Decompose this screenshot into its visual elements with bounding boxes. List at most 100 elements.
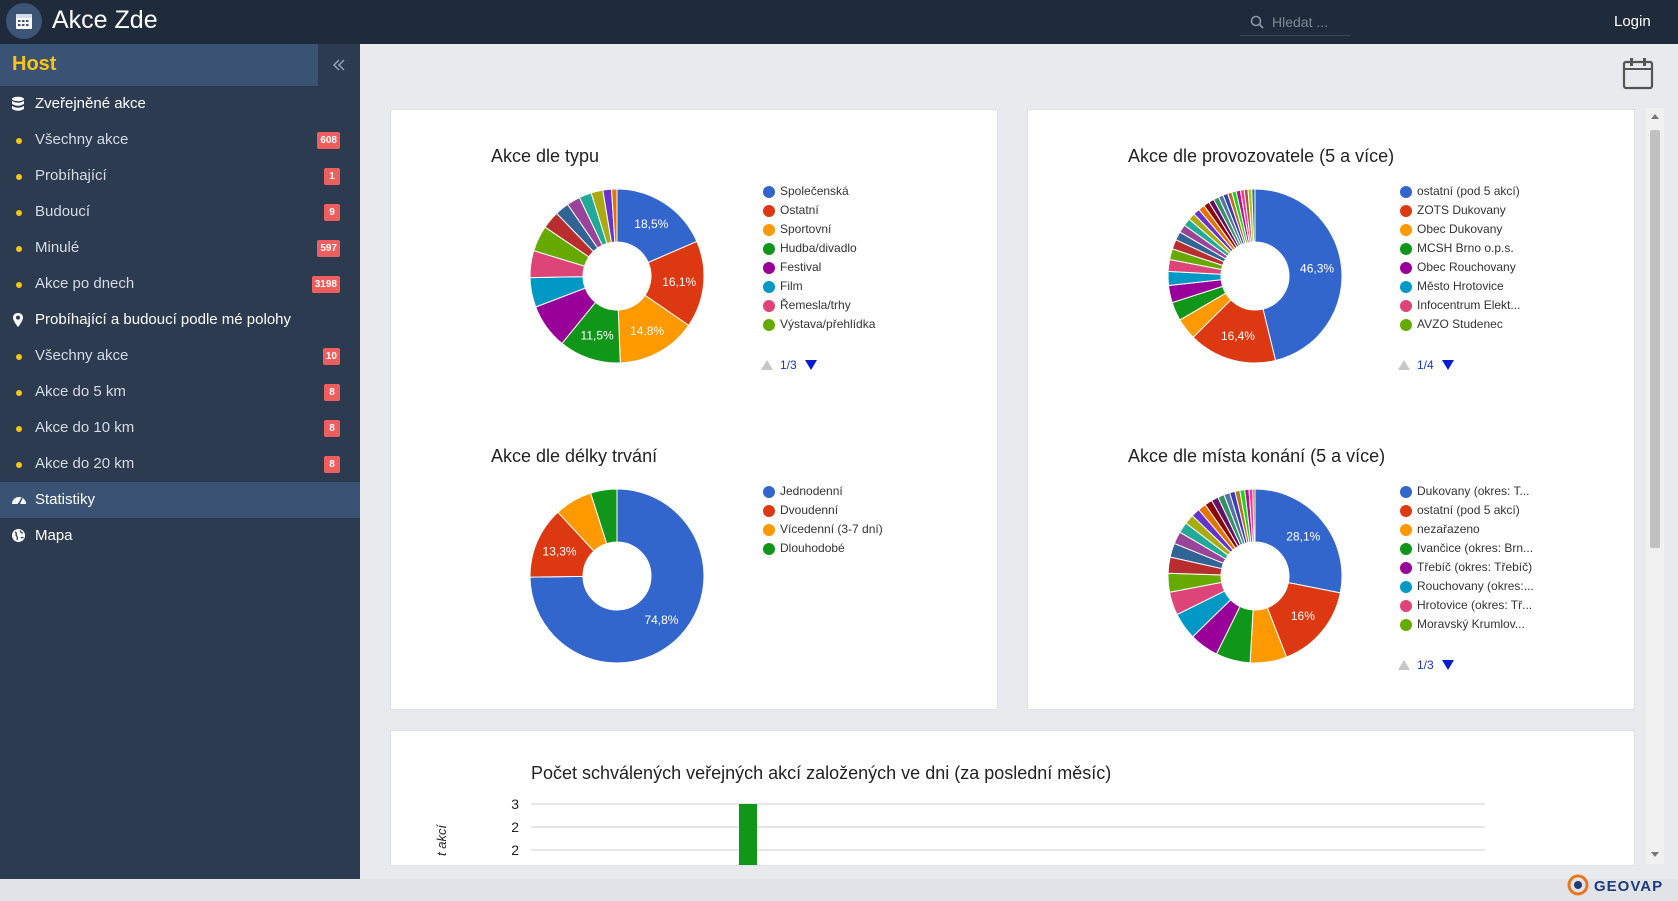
legend-swatch [1400, 524, 1412, 536]
legend-swatch [1400, 543, 1412, 555]
sidebar-item-label: Probíhající [35, 167, 107, 184]
sidebar-section-map[interactable]: Mapa [0, 518, 360, 554]
legend-swatch [763, 524, 775, 536]
pager-up-icon[interactable] [1398, 360, 1410, 370]
search-input[interactable] [1272, 11, 1348, 33]
chart-title-by-operator: Akce dle provozovatele (5 a více) [1128, 146, 1395, 166]
legend-swatch [763, 505, 775, 517]
login-link[interactable]: Login [1614, 13, 1651, 30]
pie-slice-label: 16,4% [1221, 329, 1255, 343]
chart-card-left: Akce dle typu 18,5% 16,1% 14,8% 11,5% Spole… [390, 109, 998, 710]
bar[interactable] [739, 804, 757, 866]
y-axis-label: t akcí [434, 824, 449, 856]
legend-label: Festival [780, 260, 822, 274]
legend-label: nezařazeno [1417, 522, 1480, 536]
bullet-icon [16, 210, 22, 216]
sidebar-item-label: Akce do 20 km [35, 455, 135, 472]
legend-swatch [763, 300, 775, 312]
legend-label: Obec Rouchovany [1417, 260, 1516, 274]
count-badge: 8 [324, 456, 340, 473]
legend-swatch [1400, 486, 1412, 498]
legend-label: ostatní (pod 5 akcí) [1417, 503, 1520, 517]
bullet-icon [16, 246, 22, 252]
legend-swatch [763, 543, 775, 555]
sidebar-section-label: Statistiky [35, 491, 96, 508]
pager-up-icon[interactable] [761, 360, 773, 370]
top-navbar: Akce Zde Login [0, 0, 1678, 44]
sidebar-section-label: Zveřejněné akce [35, 95, 146, 112]
sidebar-item-ongoing[interactable]: Probíhající 1 [0, 158, 360, 194]
sidebar-item-label: Všechny akce [35, 347, 129, 364]
legend-label: Dvoudenní [780, 503, 839, 517]
sidebar-collapse-button[interactable] [318, 44, 360, 86]
scroll-down-icon[interactable] [1651, 852, 1659, 857]
count-badge: 8 [324, 420, 340, 437]
app-title[interactable]: Akce Zde [52, 6, 158, 34]
sidebar-item-within-10km[interactable]: Akce do 10 km 8 [0, 410, 360, 446]
legend-label: Společenská [780, 184, 849, 198]
pie-slice[interactable] [529, 488, 705, 664]
legend-swatch [763, 319, 775, 331]
pie-slice[interactable] [616, 188, 698, 264]
content-scrollbar[interactable] [1646, 108, 1664, 864]
chart-title-by-venue: Akce dle místa konání (5 a více) [1128, 446, 1386, 466]
legend-swatch [1400, 224, 1412, 236]
legend-swatch [763, 262, 775, 274]
sidebar-item-by-days[interactable]: Akce po dnech 3198 [0, 266, 360, 302]
map-marker-icon [13, 313, 23, 327]
chart-card-bottom: Počet schválených veřejných akcí založen… [390, 730, 1635, 866]
search-box [1240, 8, 1350, 36]
chart-title-by-type: Akce dle typu [491, 146, 600, 166]
pie-slice[interactable] [590, 488, 618, 545]
pager-down-icon[interactable] [1442, 360, 1454, 370]
legend-label: Třebíč (okres: Třebíč) [1417, 560, 1533, 574]
scrollbar-thumb[interactable] [1650, 130, 1660, 548]
sidebar-item-label: Budoucí [35, 203, 91, 220]
pie-slice-label: 16,1% [662, 275, 696, 289]
pie-slice[interactable] [611, 188, 618, 243]
sidebar-section-label: Probíhající a budoucí podle mé polohy [35, 311, 292, 328]
pie-slice[interactable] [1254, 488, 1343, 594]
sidebar-section-published[interactable]: Zveřejněné akce [0, 86, 360, 122]
scroll-up-icon[interactable] [1651, 114, 1659, 119]
legend-swatch [1400, 300, 1412, 312]
pie-slice-label: 16% [1291, 609, 1315, 623]
sidebar-section-nearby[interactable]: Probíhající a budoucí podle mé polohy [0, 302, 360, 338]
pager-down-icon[interactable] [1442, 660, 1454, 670]
legend-label: ostatní (pod 5 akcí) [1417, 184, 1520, 198]
legend-label: Rouchovany (okres:... [1417, 579, 1534, 593]
footer [0, 879, 1678, 901]
pie-slice-label: 11,5% [581, 328, 614, 342]
sidebar-item-all-events[interactable]: Všechny akce 608 [0, 122, 360, 158]
pie-slice[interactable] [1254, 188, 1343, 362]
legend-label: Řemesla/trhy [780, 298, 851, 312]
sidebar-item-past[interactable]: Minulé 597 [0, 230, 360, 266]
pie-chart-by-duration: 74,8% 13,3% [529, 488, 705, 664]
pager-down-icon[interactable] [805, 360, 817, 370]
sidebar-item-label: Akce do 5 km [35, 383, 126, 400]
legend-label: Výstava/přehlídka [780, 317, 876, 331]
pie-slice[interactable] [1252, 488, 1256, 543]
pie-slice-label: 28,1% [1286, 529, 1320, 543]
legend-label: Hrotovice (okres: Tř... [1417, 598, 1533, 612]
bullet-icon [16, 138, 22, 144]
sidebar-item-within-20km[interactable]: Akce do 20 km 8 [0, 446, 360, 482]
sidebar-item-nearby-all[interactable]: Všechny akce 10 [0, 338, 360, 374]
calendar-logo-icon[interactable] [6, 3, 42, 39]
legend-label: ZOTS Dukovany [1417, 203, 1506, 217]
legend-swatch [1400, 319, 1412, 331]
sidebar-section-statistics[interactable]: Statistiky [0, 482, 360, 518]
chart-card-right: Akce dle provozovatele (5 a více) 46,3% 1… [1027, 109, 1635, 710]
pie-slice[interactable] [1251, 188, 1256, 243]
pager-up-icon[interactable] [1398, 660, 1410, 670]
calendar-icon[interactable] [1622, 56, 1654, 95]
sidebar-item-within-5km[interactable]: Akce do 5 km 8 [0, 374, 360, 410]
legend-swatch [763, 281, 775, 293]
count-badge: 608 [317, 132, 340, 149]
sidebar-item-upcoming[interactable]: Budoucí 9 [0, 194, 360, 230]
legend-swatch [1400, 243, 1412, 255]
pie-slice-label: 74,8% [644, 613, 678, 627]
count-badge: 1 [324, 168, 340, 185]
legend-swatch [1400, 281, 1412, 293]
legend-label: Město Hrotovice [1417, 279, 1504, 293]
